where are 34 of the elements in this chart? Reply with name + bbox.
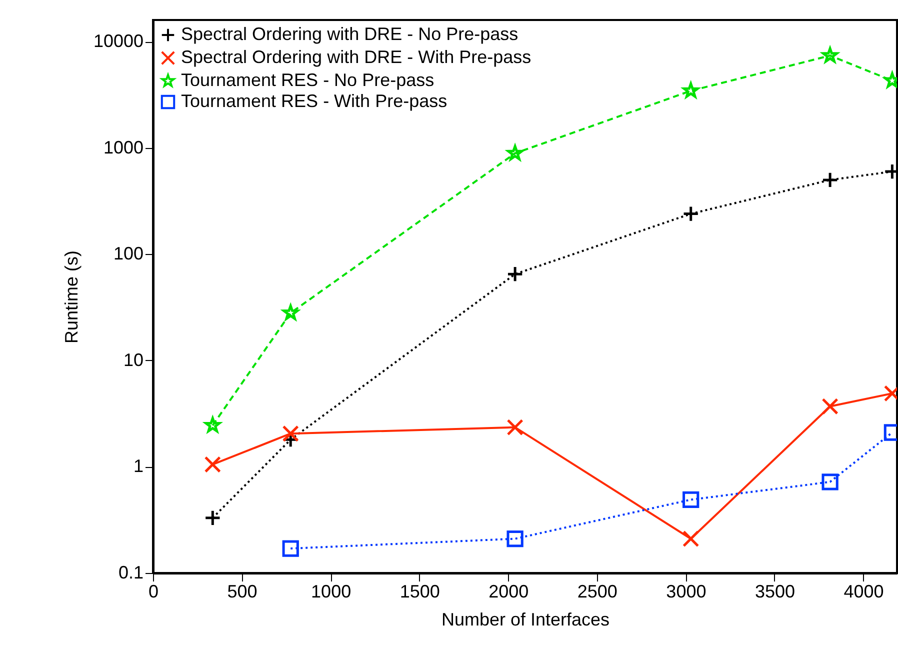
y-tick-label: 1000 [103, 137, 144, 158]
y-tick-label: 10 [123, 350, 144, 370]
point [682, 205, 700, 222]
point [506, 418, 524, 436]
point [282, 540, 299, 557]
point [282, 425, 299, 442]
x-axis-title: Number of Interfaces [441, 610, 610, 630]
x-tick-label: 1000 [311, 582, 352, 602]
y-tick-label: 1 [133, 456, 144, 476]
legend-label: Tournament RES - No Pre-pass [181, 70, 434, 90]
point [204, 510, 221, 526]
x-tick-label: 3000 [666, 582, 706, 602]
point [822, 474, 838, 490]
x-tick-label: 3500 [754, 582, 796, 602]
point [506, 530, 524, 548]
y-tick-label: 10000 [93, 31, 144, 52]
legend-label: Spectral Ordering with DRE - No Pre-pass [181, 24, 518, 44]
x-tick-label: 4000 [844, 582, 884, 602]
point [506, 266, 524, 282]
x-tick-label: 1500 [400, 582, 440, 602]
x-tick-label: 2000 [488, 582, 529, 602]
x-tick-label: 2500 [577, 582, 618, 602]
point [822, 398, 838, 415]
y-tick-label: 0.1 [118, 562, 144, 582]
x-tick-label: 500 [227, 582, 258, 602]
y-tick-label: 100 [113, 244, 144, 264]
point [682, 491, 700, 508]
x-tick-label: 0 [148, 582, 159, 602]
point [682, 530, 700, 548]
legend-label: Spectral Ordering with DRE - With Pre-pass [181, 47, 532, 67]
y-axis-title: Runtime (s) [61, 250, 82, 344]
legend-label: Tournament RES - With Pre-pass [181, 91, 448, 111]
point [822, 172, 838, 188]
point [204, 456, 221, 473]
